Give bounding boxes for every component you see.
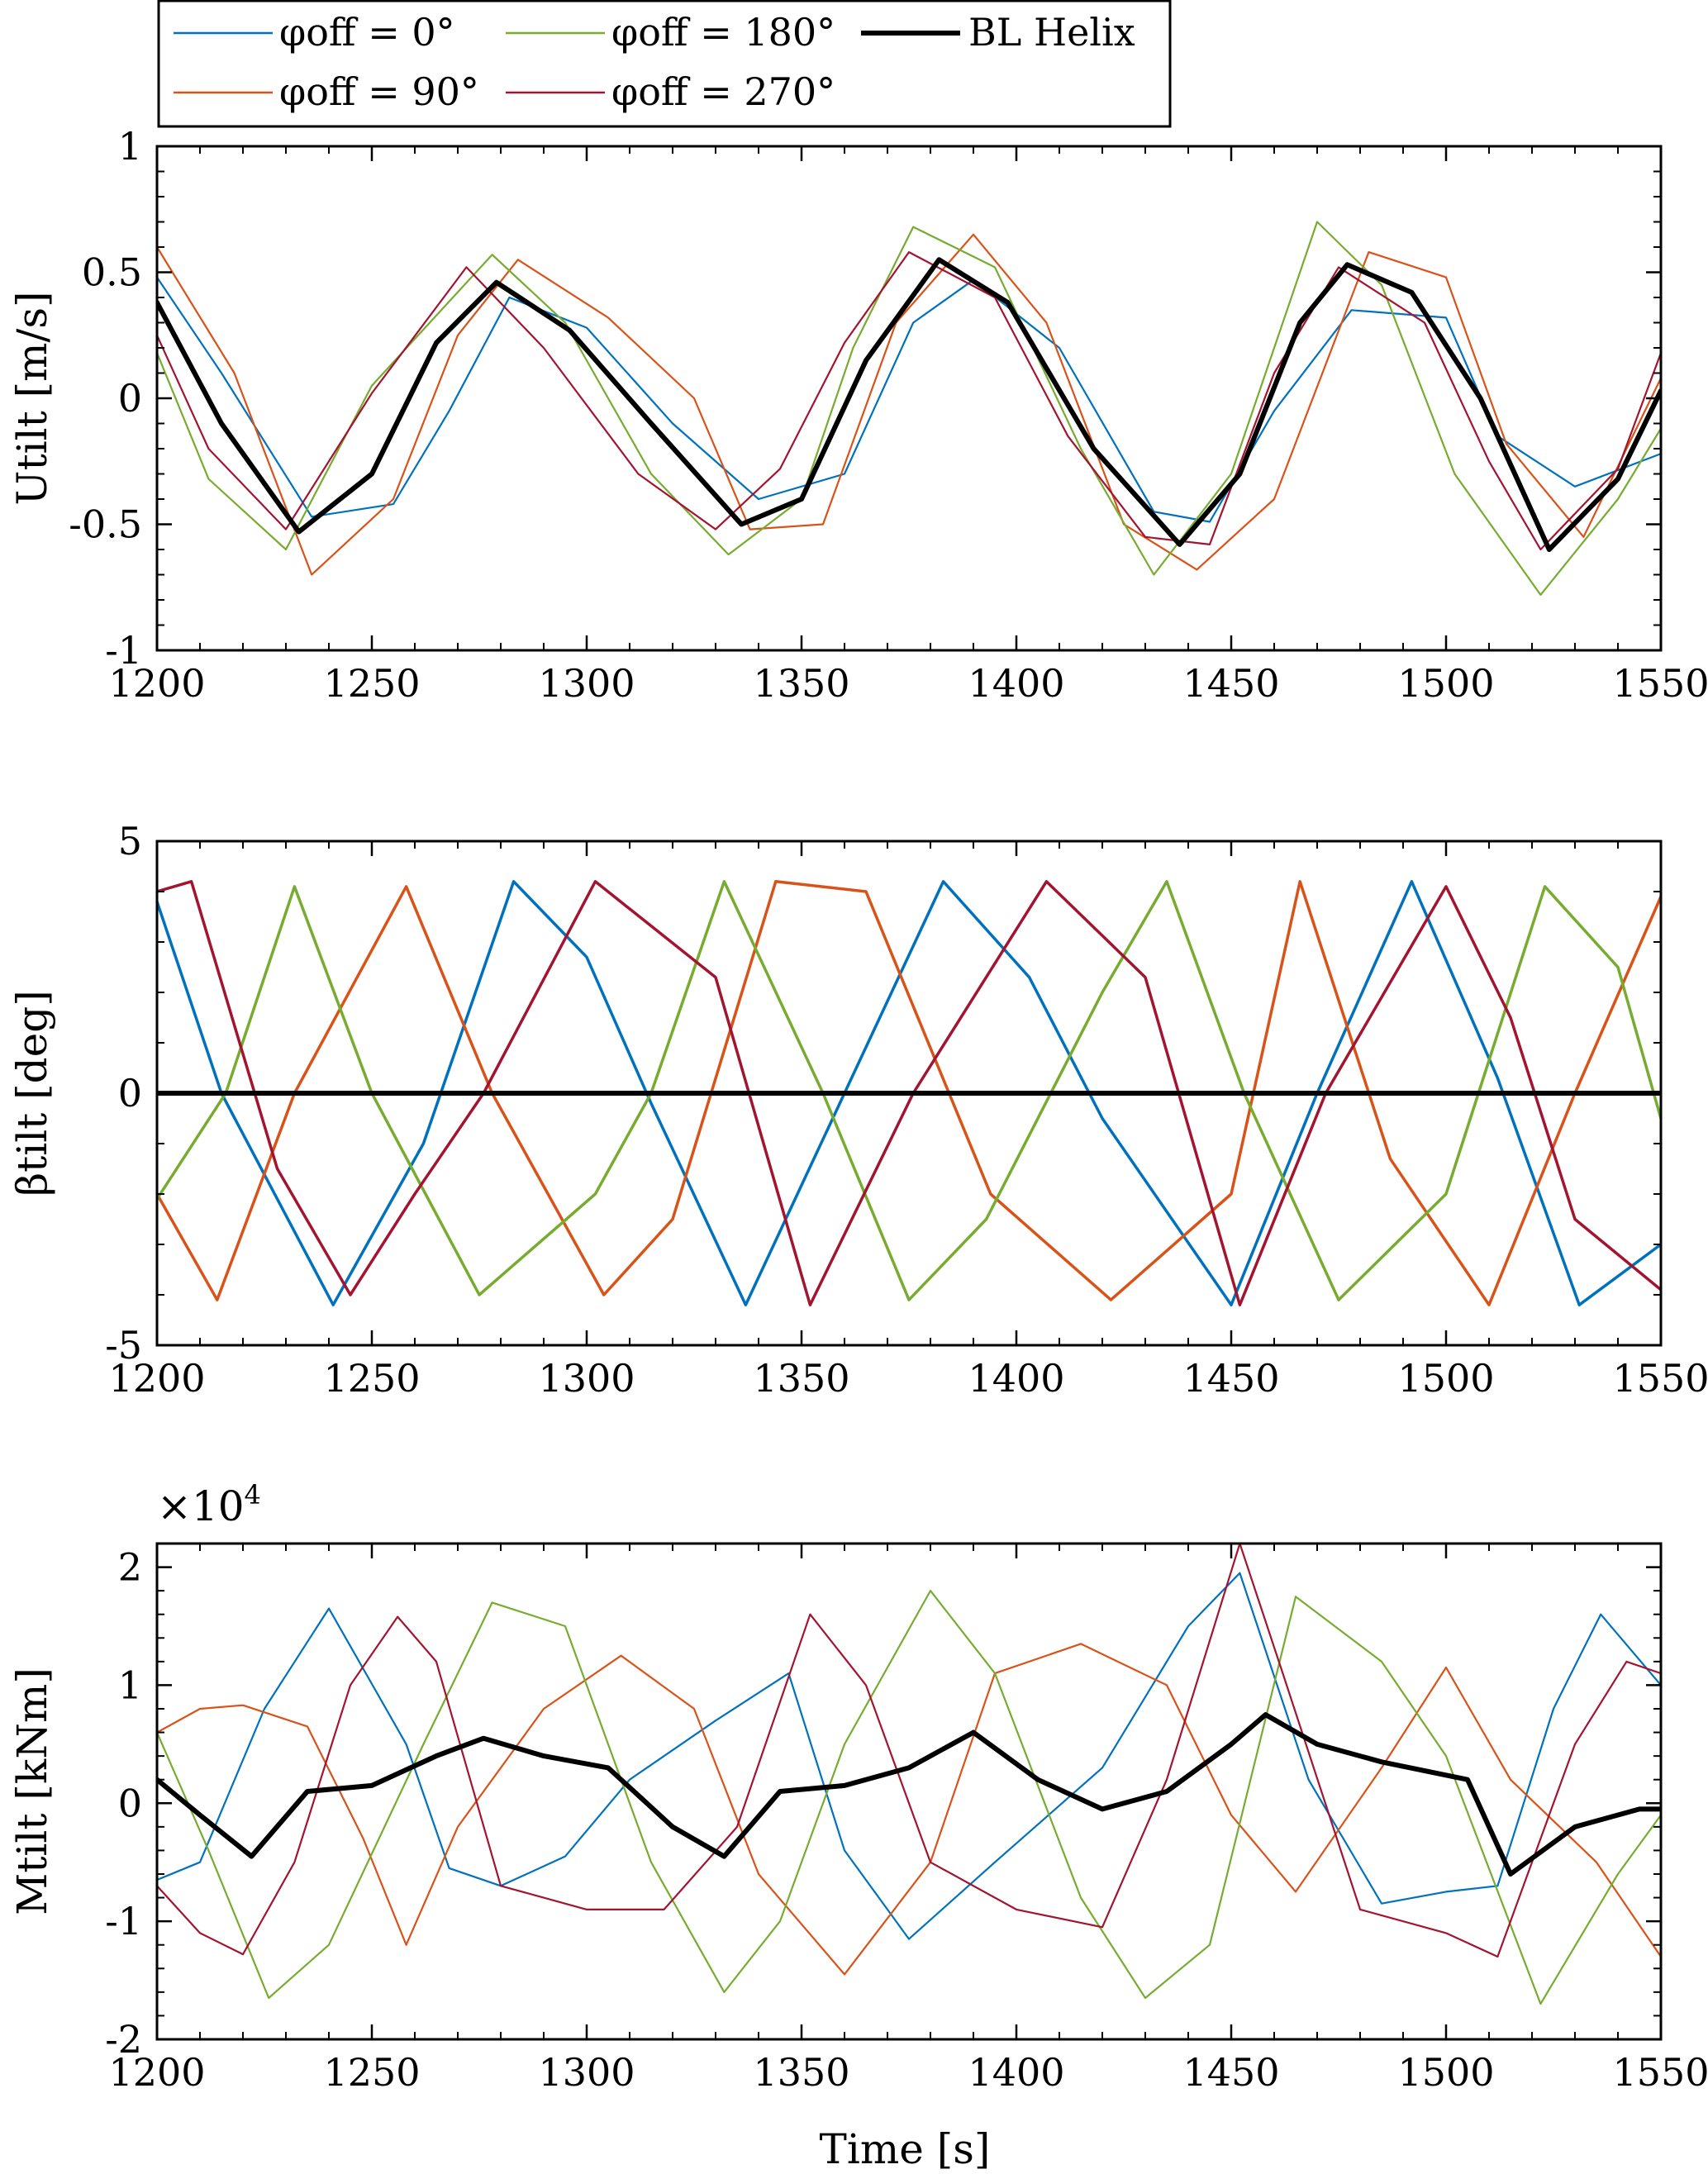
x-tick-label: 1400 (968, 2050, 1064, 2095)
plot-frame (155, 145, 1663, 652)
series-line-0 (157, 1572, 1661, 1940)
y-tick-label: -0.5 (69, 502, 142, 547)
x-tick-label: 1400 (968, 661, 1064, 706)
series-line-3 (157, 880, 1661, 1306)
series-line-1 (157, 1643, 1661, 1976)
x-tick-label: 1400 (968, 1356, 1064, 1401)
series-line-2 (157, 1590, 1661, 2005)
y-tick-label: 5 (118, 819, 142, 863)
x-tick-label: 1250 (323, 661, 420, 706)
panel-1: 1200 1250 1300 1350 1400 1450 1500 1550 -5 0 5 βtil… (8, 819, 1708, 1401)
x-tick-label: 1500 (1397, 661, 1494, 706)
panel-0: 1200 1250 1300 1350 1400 1450 1500 1550 -1 -0.5 0 0… (8, 124, 1708, 706)
x-tick-label: 1250 (323, 1356, 420, 1401)
y-tick-label: 0 (118, 1781, 142, 1825)
legend-frame (157, 0, 1172, 128)
panels: 1200 1250 1300 1350 1400 1450 1500 1550-1-0.500… (8, 124, 1708, 2095)
y-tick-label: 1 (118, 124, 142, 169)
x-tick-label: 1300 (538, 661, 635, 706)
legend-label-3: φoff = 270° (611, 69, 835, 114)
series-line-0 (157, 276, 1661, 523)
series-line-1 (157, 880, 1661, 1306)
y-tick-label: -1 (105, 1899, 142, 1943)
plot-frame (155, 1542, 1663, 2041)
x-tick-label: 1450 (1182, 1356, 1279, 1401)
y-tick-label: -1 (105, 628, 142, 673)
series-line-1 (157, 233, 1661, 576)
y-axis-label: Utilt [m/s] (8, 291, 56, 505)
series-group-1 (157, 880, 1661, 1306)
y-multiplier: ×104 (157, 1479, 261, 1530)
series-group-2 (157, 1544, 1661, 2005)
series-line-4 (157, 1712, 1661, 1877)
series-line-4 (157, 257, 1661, 552)
x-tick-label: 1300 (538, 1356, 635, 1401)
legend-entry-4: BL Helix (861, 10, 1135, 55)
x-axis-title: Time [s] (820, 2125, 991, 2173)
x-tick-label: 1200 (108, 1356, 205, 1401)
x-tick-label: 1450 (1182, 661, 1279, 706)
y-tick-label: 1 (118, 1663, 142, 1707)
legend-label-0: φoff = 0° (279, 10, 455, 55)
x-tick-label: 1450 (1182, 2050, 1279, 2095)
x-tick-label: 1200 (108, 661, 205, 706)
x-tick-label: 1550 (1612, 2050, 1708, 2095)
y-tick-label: 2 (118, 1545, 142, 1590)
series-line-3 (157, 251, 1661, 551)
legend-entry-2: φoff = 180° (506, 10, 835, 55)
legend-entry-3: φoff = 270° (506, 69, 835, 114)
y-tick-label: 0 (118, 376, 142, 421)
legend: φoff = 0° φoff = 90° φoff = 180° φoff = … (157, 0, 1172, 128)
y-tick-label: 0 (118, 1071, 142, 1116)
x-tick-label: 1350 (753, 661, 849, 706)
panel-2: 1200 1250 1300 1350 1400 1450 1500 1550 -2 -1 0 1 2 M… (8, 1479, 1708, 2095)
x-tick-label: 1350 (753, 1356, 849, 1401)
series-line-0 (157, 880, 1661, 1306)
legend-label-2: φoff = 180° (611, 10, 835, 55)
legend-label-1: φoff = 90° (279, 69, 479, 114)
x-tick-label: 1200 (108, 2050, 205, 2095)
series-group-0 (157, 221, 1661, 596)
legend-entry-1: φoff = 90° (174, 69, 479, 114)
y-axis-label: βtilt [deg] (8, 990, 56, 1196)
series-line-2 (157, 880, 1661, 1301)
x-tick-label: 1500 (1397, 2050, 1494, 2095)
x-tick-label: 1250 (323, 2050, 420, 2095)
series-line-3 (157, 1544, 1661, 1958)
series-line-2 (157, 221, 1661, 596)
legend-label-4: BL Helix (968, 10, 1135, 55)
x-tick-label: 1500 (1397, 1356, 1494, 1401)
x-tick-label: 1550 (1612, 661, 1708, 706)
y-tick-label: 0.5 (82, 250, 142, 295)
y-tick-label: -5 (105, 1323, 142, 1368)
x-tick-label: 1550 (1612, 1356, 1708, 1401)
legend-entry-0: φoff = 0° (174, 10, 455, 55)
x-tick-label: 1300 (538, 2050, 635, 2095)
y-axis-label: Mtilt [kNm] (8, 1667, 56, 1915)
x-tick-label: 1350 (753, 2050, 849, 2095)
y-tick-label: -2 (105, 2017, 142, 2062)
